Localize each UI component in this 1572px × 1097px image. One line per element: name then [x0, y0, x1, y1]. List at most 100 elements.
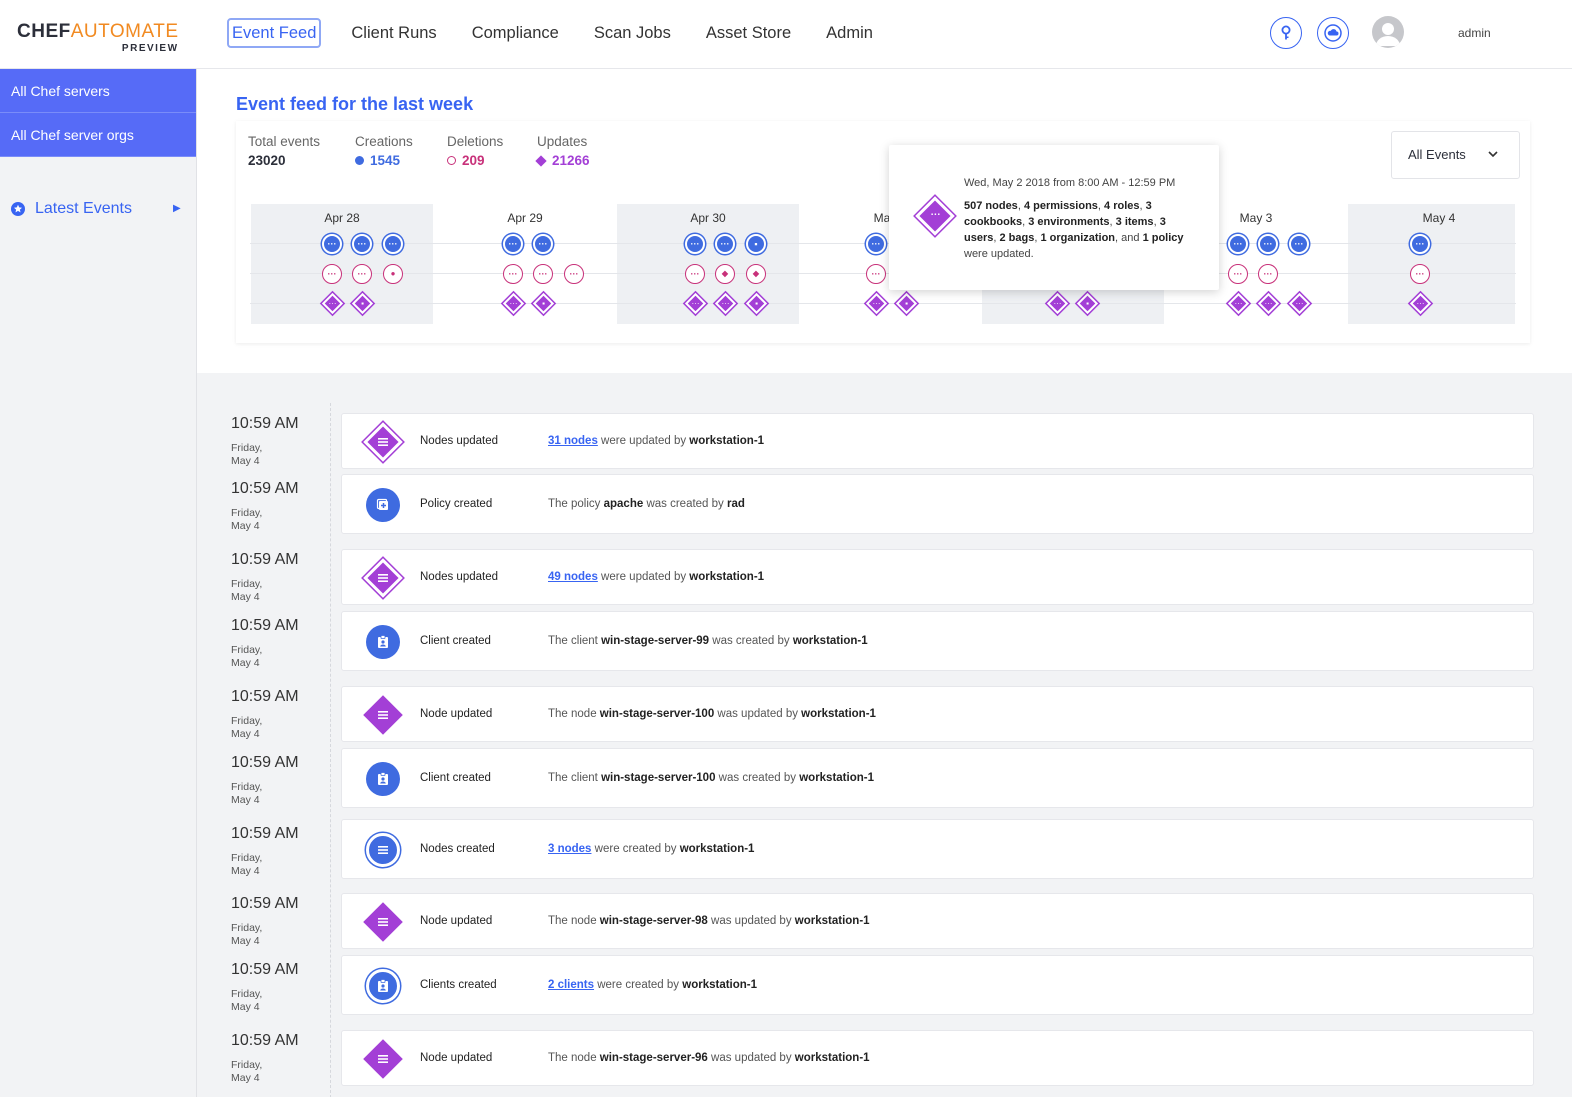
- nav-compliance[interactable]: Compliance: [471, 24, 559, 42]
- timeline-day-label: Apr 28: [324, 211, 360, 225]
- update-diamond-icon: ···: [915, 196, 955, 236]
- chef-automate-logo[interactable]: CHEFAUTOMATE PREVIEW: [17, 22, 179, 55]
- timeline-update-marker[interactable]: ···: [1288, 292, 1311, 315]
- policy-icon: [376, 498, 388, 510]
- timeline-create-marker[interactable]: ···: [715, 234, 735, 254]
- timeline-create-marker[interactable]: ···: [383, 234, 403, 254]
- timeline-update-marker[interactable]: ▪: [895, 292, 918, 315]
- timeline-delete-marker[interactable]: ···: [322, 264, 342, 284]
- feed-event-card[interactable]: Node updated The node win-stage-server-96…: [341, 1030, 1534, 1086]
- top-bar: CHEFAUTOMATE PREVIEW Event Feed Client R…: [0, 0, 1572, 69]
- update-diamond-icon: [535, 154, 547, 167]
- nav-scan-jobs[interactable]: Scan Jobs: [593, 24, 671, 42]
- timeline-update-marker[interactable]: ···: [1257, 292, 1280, 315]
- timeline-create-marker[interactable]: ···: [352, 234, 372, 254]
- feed-event-message: 31 nodes were updated by workstation-1: [548, 435, 765, 447]
- feed-date: Friday, May 4: [231, 578, 263, 603]
- timeline-create-marker[interactable]: ···: [1228, 234, 1248, 254]
- feed-event-card[interactable]: Nodes updated 31 nodes were updated by wo…: [341, 413, 1534, 469]
- feed-event-card[interactable]: Clients created 2 clients were created by…: [341, 955, 1534, 1015]
- timeline-delete-marker[interactable]: ···: [685, 264, 705, 284]
- timeline-update-marker[interactable]: ···: [1227, 292, 1250, 315]
- stat-creations-label: Creations: [355, 134, 413, 149]
- timeline-update-marker[interactable]: ▪: [532, 292, 555, 315]
- timeline-day-label: Ma: [873, 211, 891, 225]
- feed-time: 10:59 AM: [231, 895, 299, 912]
- timeline-delete-marker[interactable]: ◆: [746, 264, 766, 284]
- feed-event-card[interactable]: Node updated The node win-stage-server-10…: [341, 686, 1534, 742]
- nav-asset-store[interactable]: Asset Store: [705, 24, 792, 42]
- feed-event-card[interactable]: Client created The client win-stage-serve…: [341, 748, 1534, 808]
- stat-creations: Creations 1545: [355, 134, 413, 168]
- feed-count-link[interactable]: 3 nodes: [548, 843, 592, 855]
- timeline-delete-marker[interactable]: ···: [352, 264, 372, 284]
- timeline-create-marker[interactable]: ···: [1289, 234, 1309, 254]
- timeline-create-marker[interactable]: ···: [322, 234, 342, 254]
- timeline-update-marker[interactable]: ···: [865, 292, 888, 315]
- feed-event-message: The node win-stage-server-100 was update…: [548, 708, 876, 720]
- feed-date: Friday, May 4: [231, 852, 263, 877]
- client-badge-icon: [378, 979, 388, 992]
- nav-admin[interactable]: Admin: [826, 24, 873, 42]
- main-nav: Event Feed Client Runs Compliance Scan J…: [226, 18, 905, 48]
- username-label[interactable]: admin: [1458, 26, 1491, 40]
- key-icon[interactable]: [1270, 17, 1302, 49]
- timeline-delete-marker[interactable]: ···: [866, 264, 886, 284]
- timeline-delete-marker[interactable]: ···: [564, 264, 584, 284]
- feed-event-card[interactable]: Client created The client win-stage-serve…: [341, 611, 1534, 671]
- feed-count-link[interactable]: 49 nodes: [548, 571, 598, 583]
- timeline-band-may4: [1348, 204, 1515, 324]
- timeline-delete-marker[interactable]: ●: [383, 264, 403, 284]
- nav-event-feed[interactable]: Event Feed: [226, 18, 322, 48]
- timeline-delete-marker[interactable]: ···: [503, 264, 523, 284]
- feed-event-message: The client win-stage-server-99 was creat…: [548, 635, 868, 647]
- node-updated-icon: [363, 695, 403, 735]
- nav-client-runs[interactable]: Client Runs: [351, 24, 437, 42]
- feed-event-card[interactable]: Nodes created 3 nodes were created by wor…: [341, 819, 1534, 879]
- create-dot-icon: [355, 156, 364, 165]
- timeline-delete-marker[interactable]: ◆: [715, 264, 735, 284]
- feed-time: 10:59 AM: [231, 825, 299, 842]
- feed-event-card[interactable]: Nodes updated 49 nodes were updated by wo…: [341, 549, 1534, 605]
- timeline-update-marker[interactable]: ···: [502, 292, 525, 315]
- timeline-create-marker[interactable]: ···: [1410, 234, 1430, 254]
- feed-date: Friday, May 4: [231, 922, 263, 947]
- timeline-create-marker[interactable]: ···: [503, 234, 523, 254]
- timeline-delete-marker[interactable]: ···: [1410, 264, 1430, 284]
- timeline-create-marker[interactable]: ···: [533, 234, 553, 254]
- feed-actor: workstation-1: [799, 772, 874, 784]
- feed-event-title: Clients created: [420, 979, 497, 991]
- stat-total-label: Total events: [248, 134, 321, 149]
- feed-count-link[interactable]: 31 nodes: [548, 435, 598, 447]
- feed-event-card[interactable]: Policy created The policy apache was crea…: [341, 474, 1534, 534]
- timeline-create-marker[interactable]: ▪: [746, 234, 766, 254]
- feed-event-message: The client win-stage-server-100 was crea…: [548, 772, 874, 784]
- list-icon: [378, 438, 388, 446]
- stat-total-value: 23020: [248, 153, 286, 168]
- feed-event-message: The node win-stage-server-96 was updated…: [548, 1052, 870, 1064]
- timeline-create-marker[interactable]: ···: [685, 234, 705, 254]
- timeline-band-apr30: [617, 204, 799, 324]
- feed-event-message: The policy apache was created by rad: [548, 498, 745, 510]
- timeline-create-marker[interactable]: ···: [1258, 234, 1278, 254]
- cloud-icon[interactable]: [1317, 17, 1349, 49]
- feed-time: 10:59 AM: [231, 754, 299, 771]
- timeline-delete-marker[interactable]: ···: [1228, 264, 1248, 284]
- feed-time: 10:59 AM: [231, 688, 299, 705]
- feed-count-link[interactable]: 2 clients: [548, 979, 595, 991]
- sidebar: All Chef servers All Chef server orgs La…: [0, 69, 197, 1097]
- stat-deletions-value: 209: [462, 153, 485, 168]
- feed-event-title: Node updated: [420, 1052, 493, 1064]
- timeline-delete-marker[interactable]: ···: [533, 264, 553, 284]
- feed-actor: workstation-1: [689, 571, 765, 583]
- sidebar-item-all-chef-servers[interactable]: All Chef servers: [0, 69, 196, 113]
- sidebar-item-all-chef-server-orgs[interactable]: All Chef server orgs: [0, 113, 196, 157]
- avatar[interactable]: [1372, 16, 1404, 48]
- feed-actor: workstation-1: [689, 435, 765, 447]
- event-filter-dropdown[interactable]: All Events: [1391, 131, 1520, 179]
- feed-event-card[interactable]: Node updated The node win-stage-server-98…: [341, 893, 1534, 949]
- timeline-delete-marker[interactable]: ···: [1258, 264, 1278, 284]
- timeline-create-marker[interactable]: ···: [866, 234, 886, 254]
- sidebar-latest-events[interactable]: Latest Events ▶: [11, 200, 181, 218]
- feed-actor: workstation-1: [679, 843, 755, 855]
